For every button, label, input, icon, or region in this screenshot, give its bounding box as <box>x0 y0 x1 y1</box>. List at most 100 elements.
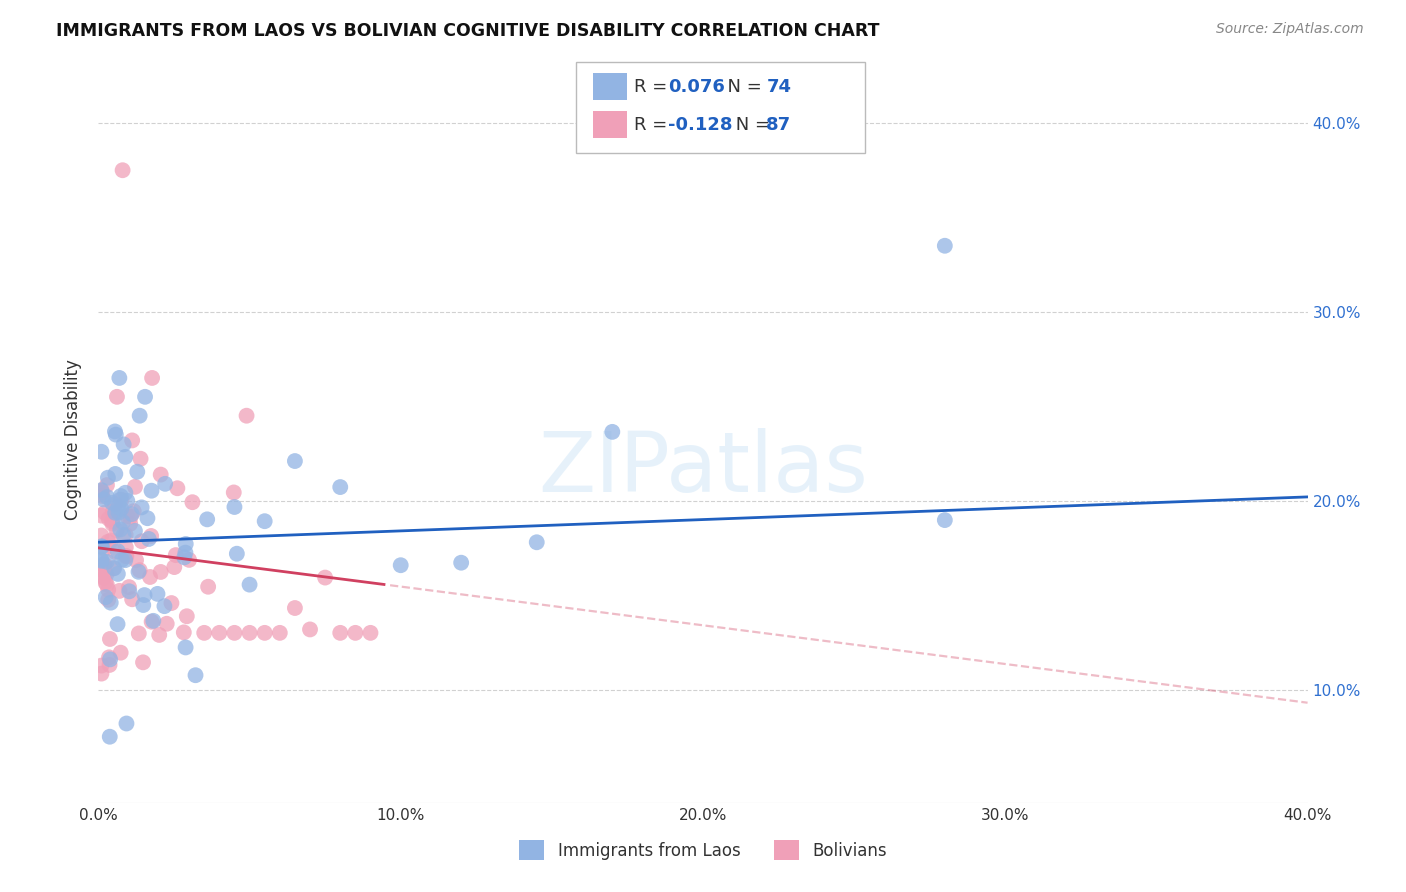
Point <box>90 483 112 498</box>
Point <box>101 516 124 531</box>
Point <box>101 504 124 518</box>
Point <box>100 596 122 610</box>
Point <box>127 465 149 479</box>
Point <box>93 571 115 585</box>
Point <box>314 571 336 585</box>
Text: ZIPatlas: ZIPatlas <box>538 428 868 509</box>
Point <box>122 504 145 518</box>
Point <box>97 582 120 597</box>
Point <box>107 566 129 581</box>
Point <box>197 580 219 594</box>
Point <box>166 481 188 495</box>
Point <box>120 516 142 531</box>
Point <box>193 625 215 640</box>
Point <box>114 528 136 542</box>
Point <box>107 544 129 558</box>
Point <box>139 529 162 543</box>
Point <box>284 454 307 468</box>
Point <box>173 625 195 640</box>
Point <box>148 628 170 642</box>
Point <box>100 533 122 548</box>
Point <box>253 625 276 640</box>
Point <box>329 625 352 640</box>
Point <box>124 524 146 538</box>
Point <box>90 508 112 523</box>
Point <box>115 549 138 563</box>
Point <box>114 540 136 554</box>
Point <box>90 563 112 577</box>
Point <box>160 596 183 610</box>
Point <box>110 492 132 507</box>
Point <box>104 506 127 520</box>
Point <box>153 599 176 614</box>
Point <box>96 490 118 504</box>
Point <box>120 509 142 524</box>
Point <box>117 493 139 508</box>
Point <box>107 617 129 632</box>
Point <box>96 478 118 492</box>
Point <box>136 511 159 525</box>
Point <box>110 489 132 503</box>
Point <box>299 623 322 637</box>
Point <box>128 563 150 577</box>
Point <box>90 658 112 673</box>
Text: 87: 87 <box>766 116 792 134</box>
Point <box>112 528 135 542</box>
Point <box>98 657 121 672</box>
Text: IMMIGRANTS FROM LAOS VS BOLIVIAN COGNITIVE DISABILITY CORRELATION CHART: IMMIGRANTS FROM LAOS VS BOLIVIAN COGNITI… <box>56 22 880 40</box>
Text: R =: R = <box>634 116 673 134</box>
Point <box>101 561 124 575</box>
Point <box>94 575 117 590</box>
Point <box>239 577 262 591</box>
Y-axis label: Cognitive Disability: Cognitive Disability <box>65 359 83 520</box>
Point <box>91 558 114 572</box>
Point <box>225 547 247 561</box>
Point <box>239 625 262 640</box>
Text: R =: R = <box>634 78 673 95</box>
Point <box>125 553 148 567</box>
Point <box>121 434 143 448</box>
Point <box>94 506 117 520</box>
Point <box>111 163 134 178</box>
Point <box>93 492 115 507</box>
Point <box>98 650 121 665</box>
Point <box>103 561 125 575</box>
Point <box>93 558 115 572</box>
Legend: Immigrants from Laos, Bolivians: Immigrants from Laos, Bolivians <box>513 833 893 867</box>
Point <box>91 489 114 503</box>
Point <box>110 501 132 516</box>
Point <box>90 444 112 458</box>
Point <box>108 583 131 598</box>
Point <box>184 668 207 682</box>
Point <box>96 567 118 582</box>
Point <box>96 555 118 569</box>
Point <box>101 496 124 510</box>
Point <box>104 467 127 481</box>
Point <box>115 508 138 523</box>
Point <box>269 625 291 640</box>
Point <box>174 640 197 655</box>
Point <box>284 601 307 615</box>
Point <box>141 483 163 498</box>
Point <box>526 535 548 549</box>
Point <box>132 598 155 612</box>
Point <box>90 553 112 567</box>
Point <box>110 492 132 507</box>
Point <box>222 485 245 500</box>
Point <box>97 592 120 607</box>
Point <box>114 485 136 500</box>
Point <box>90 539 112 553</box>
Point <box>90 540 112 554</box>
Point <box>128 565 150 579</box>
Point <box>121 507 143 521</box>
Point <box>97 471 120 485</box>
Point <box>149 565 172 579</box>
Point <box>141 371 163 385</box>
Point <box>104 425 127 439</box>
Point <box>195 512 218 526</box>
Point <box>107 506 129 520</box>
Point <box>105 524 128 538</box>
Point <box>111 515 134 529</box>
Point <box>94 590 117 604</box>
Text: N =: N = <box>716 78 768 95</box>
